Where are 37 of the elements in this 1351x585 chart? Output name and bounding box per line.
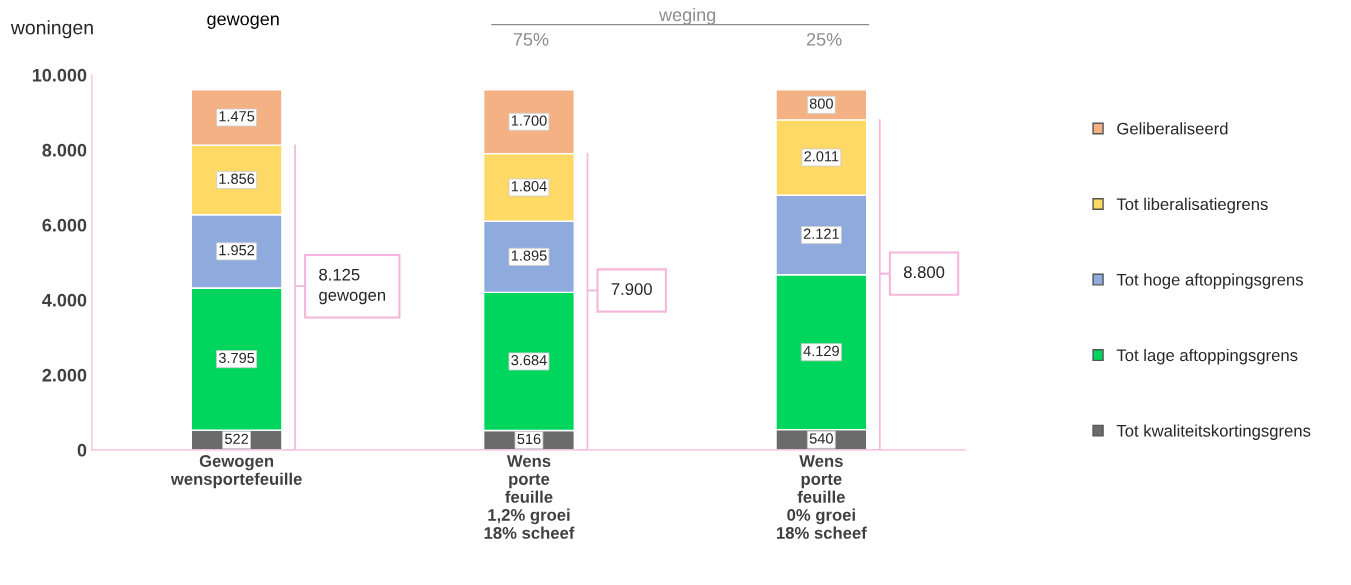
data-label: 2.121 — [803, 228, 839, 239]
legend-label: Tot kwaliteitskortingsgrens — [1116, 424, 1311, 440]
y-tick-label: 4.000 — [42, 293, 87, 307]
data-label: 540 — [809, 433, 833, 444]
text: 75% — [513, 33, 549, 46]
x-tick-label: Wens porte feuille 0% groei 18% scheef — [777, 455, 867, 539]
text: 25% — [806, 33, 842, 46]
y-tick-label: 0 — [77, 443, 87, 457]
legend-label: Tot hoge aftoppingsgrens — [1116, 273, 1303, 289]
data-label: 1.952 — [219, 244, 255, 256]
data-label: 3.684 — [511, 355, 547, 366]
data-label: 3.795 — [218, 352, 255, 364]
annotation: 8.125 gewogen — [319, 268, 386, 305]
data-label: 1.804 — [511, 181, 547, 192]
annotation: 7.900 — [611, 283, 652, 295]
x-tick-label: Wens porte feuille 1,2% groei 18% scheef — [484, 455, 575, 539]
data-label: 1.856 — [219, 173, 255, 184]
text: gewogen — [207, 15, 279, 29]
y-tick-label: 10.000 — [32, 68, 87, 82]
annotation: 8.800 — [903, 266, 945, 279]
data-label: 1.475 — [219, 111, 255, 122]
y-tick-label: 6.000 — [42, 218, 87, 232]
text: weging — [659, 7, 716, 25]
y-axis-title: woningen — [10, 20, 93, 39]
legend-label: Tot liberalisatiegrens — [1116, 197, 1268, 214]
y-tick-label: 2.000 — [42, 368, 87, 382]
data-label: 2.011 — [804, 151, 839, 162]
data-label: 800 — [809, 98, 833, 109]
legend-label: Geliberaliseerd — [1117, 122, 1228, 135]
data-label: 1.700 — [511, 115, 547, 126]
legend-label: Tot lage aftoppingsgrens — [1116, 348, 1298, 365]
data-label: 522 — [225, 433, 249, 444]
x-tick-label: Gewogen wensportefeuille — [170, 455, 302, 489]
data-label: 1.895 — [511, 250, 547, 261]
data-label: 4.129 — [803, 345, 839, 357]
data-label: 516 — [517, 433, 541, 445]
y-tick-label: 8.000 — [42, 143, 87, 157]
